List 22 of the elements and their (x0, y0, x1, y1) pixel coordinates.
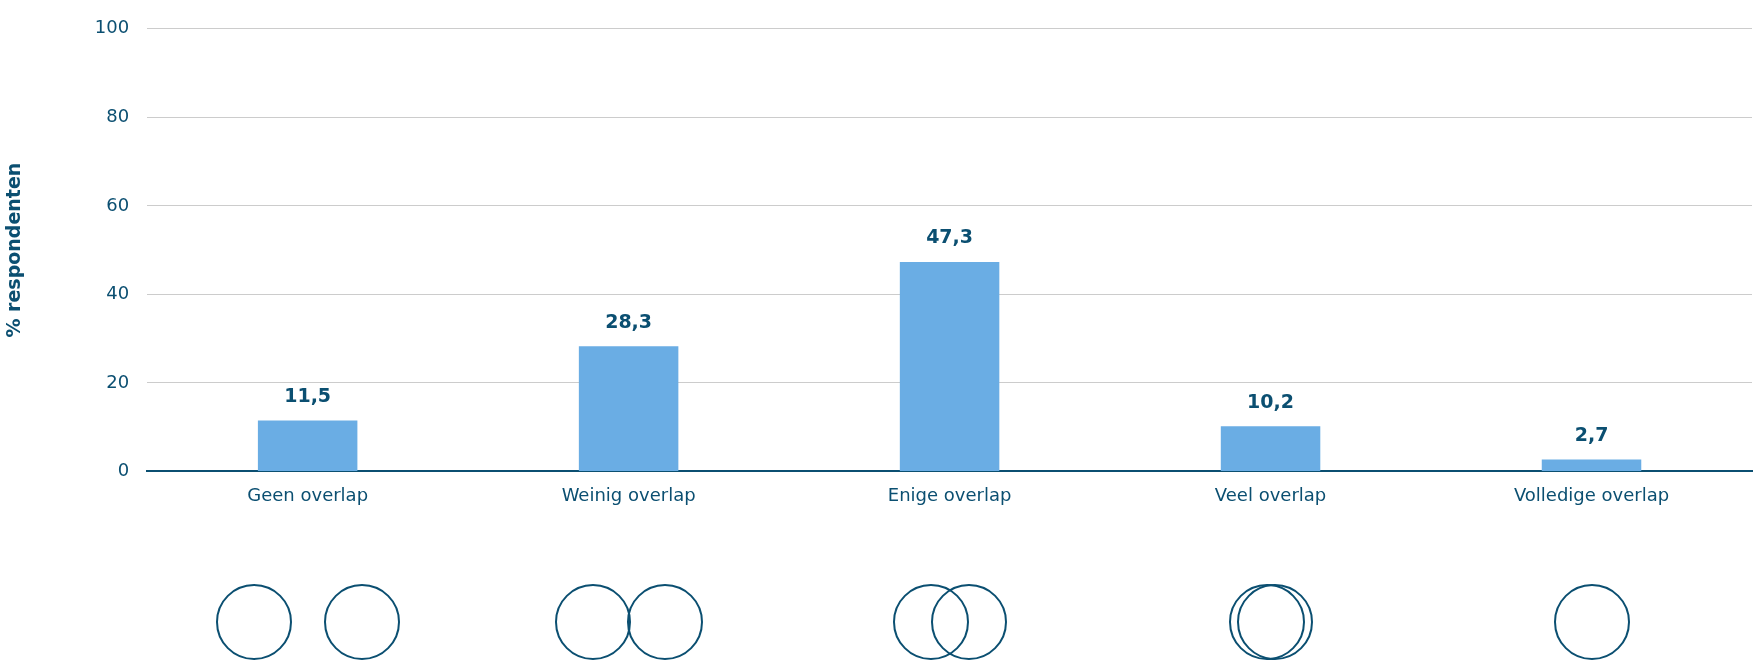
bar (1220, 426, 1321, 471)
y-tick-label: 40 (106, 282, 130, 304)
bar (1541, 459, 1642, 471)
x-tick-label: Weinig overlap (561, 483, 696, 505)
y-tick-label: 100 (94, 16, 130, 38)
data-label: 11,5 (284, 383, 332, 406)
bar (899, 262, 1000, 471)
x-tick-label: Geen overlap (247, 483, 369, 505)
y-tick-label: 80 (106, 104, 130, 126)
data-label: 2,7 (1574, 422, 1609, 445)
y-tick-label: 60 (106, 193, 130, 215)
data-label: 47,3 (926, 225, 974, 248)
y-axis-title: % respondenten (2, 162, 25, 338)
bar (257, 420, 358, 471)
x-tick-label: Enige overlap (887, 483, 1012, 505)
data-label: 28,3 (605, 309, 653, 332)
y-tick-label: 20 (106, 370, 130, 392)
y-tick-label: 0 (117, 459, 130, 481)
x-tick-label: Veel overlap (1214, 483, 1327, 505)
x-tick-label: Volledige overlap (1513, 483, 1670, 505)
data-label: 10,2 (1247, 389, 1294, 412)
bar (578, 346, 679, 471)
